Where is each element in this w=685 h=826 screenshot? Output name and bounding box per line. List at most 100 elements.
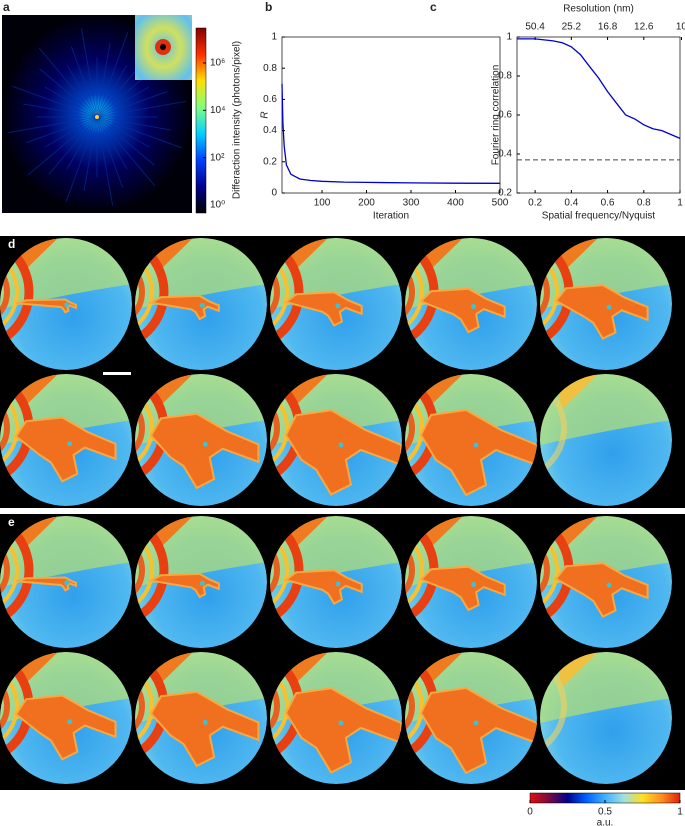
sample-blob [147, 572, 220, 599]
y-tick-label: 1 [271, 32, 277, 43]
colorbar-tick-label: 10⁴ [210, 105, 225, 116]
y-tick-label: 1 [506, 32, 512, 43]
x-tick-label: 1 [677, 198, 683, 209]
colorbar-tick-label: 10² [210, 152, 225, 163]
sample-pore [606, 304, 612, 310]
y-tick-label: 0.6 [498, 110, 512, 121]
sample-pore [335, 303, 341, 309]
reconstruction [135, 238, 267, 370]
sample-pore [67, 719, 73, 725]
sample-pore [64, 580, 70, 586]
x-tick-label: 0.8 [637, 198, 651, 209]
speckle-streak [65, 116, 98, 202]
sample-blob [149, 412, 260, 490]
sample-blob [284, 687, 402, 774]
sample-blob [14, 416, 117, 483]
ring-arc [540, 653, 567, 759]
sample-blob [419, 408, 537, 497]
reconstruction [270, 652, 402, 784]
colorbar-tick-label: 10⁰ [210, 200, 225, 211]
colorbar-label: Differaction intensity (photons/pixel) [232, 41, 243, 199]
speckle-streak [96, 86, 150, 118]
speckle-streak [8, 116, 98, 134]
ring-arc [0, 383, 19, 473]
ring-arc [270, 383, 289, 473]
sample-blob [419, 686, 537, 775]
x-tick-label: 500 [492, 198, 509, 209]
panel-label: e [8, 515, 15, 529]
y-tick-label: 0.4 [498, 149, 512, 160]
ring-arc [135, 661, 154, 751]
x-axis-label: Iteration [373, 211, 409, 222]
ring-arc [0, 670, 10, 742]
x-tick-label: 100 [314, 198, 331, 209]
sample-pore [335, 581, 341, 587]
speckle-streak [66, 64, 98, 118]
sample-pore [67, 441, 73, 447]
ring-arc [135, 238, 169, 352]
speckle-streak [48, 116, 98, 175]
reconstruction [0, 374, 132, 506]
sample-pore [471, 304, 477, 310]
reconstruction [405, 374, 537, 506]
ring-arc [405, 670, 415, 742]
x2-tick-label: 12.6 [634, 22, 654, 33]
reconstruction [405, 238, 537, 370]
reconstruction [0, 652, 132, 784]
speckle-streak [83, 116, 98, 191]
y-tick-label: 0.4 [263, 125, 277, 136]
sample-blob [554, 284, 649, 340]
y-axis-label: R [260, 111, 271, 118]
x2-tick-label: 16.8 [598, 22, 618, 33]
speckle-streak [80, 28, 98, 118]
ring-arc [270, 247, 289, 337]
speckle-streak [38, 47, 98, 118]
ring-arc [405, 256, 415, 328]
sample-blob [147, 294, 220, 321]
ring-arc [135, 247, 154, 337]
ring-arc [0, 256, 10, 328]
speckle-streak [96, 116, 182, 149]
sample-pore [199, 302, 205, 308]
speckle-streak [26, 116, 98, 144]
ring-arc [135, 392, 145, 464]
sample-pore [473, 442, 479, 448]
speckle-streak [96, 116, 155, 166]
sample-pore [64, 302, 70, 308]
sample-pore [606, 582, 612, 588]
ring-arc [540, 375, 567, 481]
ring-arc [405, 534, 415, 606]
x2-tick-label: 50.4 [525, 22, 545, 33]
reconstruction [405, 516, 537, 648]
ring-arc [270, 661, 289, 751]
speckle-streak [96, 116, 128, 170]
sample-pore [199, 580, 205, 586]
speckle-streak [96, 64, 128, 118]
reconstruction [0, 238, 132, 370]
ring-arc [405, 525, 424, 615]
speckle-streak [96, 43, 111, 118]
ring-arc [0, 525, 19, 615]
panel-label: a [3, 0, 10, 14]
ring-arc [540, 247, 559, 337]
x2-axis-label: Resolution (nm) [563, 4, 634, 15]
ring-arc [270, 256, 280, 328]
ring-arc [270, 392, 280, 464]
speckle-streak [44, 116, 98, 148]
reconstruction [540, 652, 672, 784]
ring-arc [135, 534, 145, 606]
ring-arc [0, 392, 10, 464]
sample-pore [202, 441, 208, 447]
x-tick-label: 200 [358, 198, 375, 209]
panel-label: c [430, 0, 437, 14]
y-tick-label: 0.8 [263, 63, 277, 74]
ring-arc [135, 525, 154, 615]
scale-bar [103, 372, 131, 375]
ring-arc [540, 256, 550, 328]
speckle-streak [66, 116, 98, 170]
x-tick-label: 0.4 [564, 198, 578, 209]
reconstruction [135, 516, 267, 648]
speckle-streak [96, 90, 168, 118]
x2-tick-label: 25.2 [562, 22, 582, 33]
